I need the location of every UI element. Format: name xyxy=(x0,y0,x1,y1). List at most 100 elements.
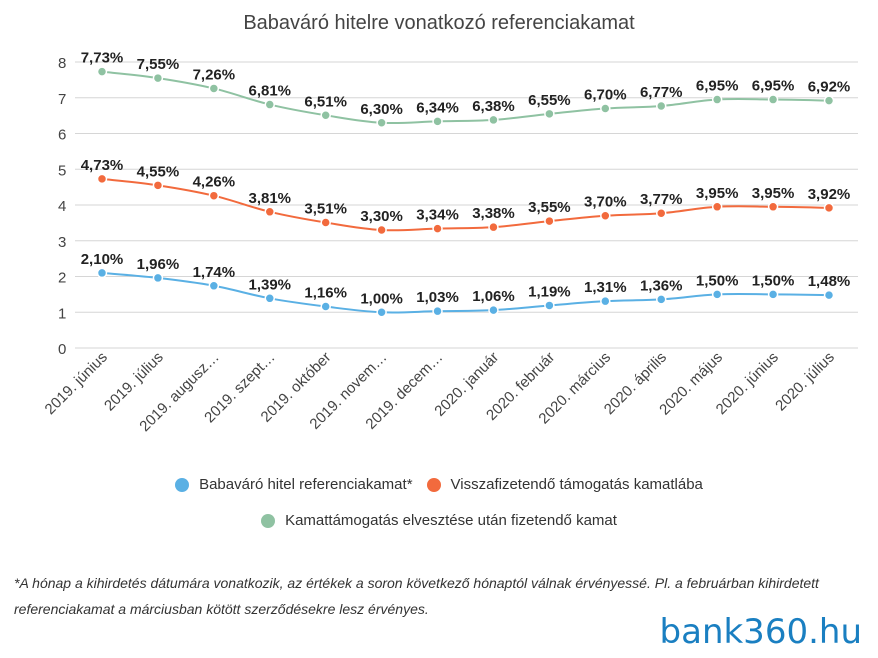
data-label: 1,74% xyxy=(193,264,236,281)
series-lines xyxy=(96,66,835,318)
data-label: 6,55% xyxy=(528,92,571,109)
data-label: 3,38% xyxy=(472,205,515,222)
data-point[interactable] xyxy=(320,217,331,228)
data-point[interactable] xyxy=(767,201,779,213)
data-point[interactable] xyxy=(152,180,164,191)
data-point[interactable] xyxy=(432,223,443,234)
data-point[interactable] xyxy=(96,173,108,185)
data-point[interactable] xyxy=(96,267,108,279)
data-label: 3,34% xyxy=(416,207,459,224)
y-tick-label: 8 xyxy=(58,55,66,72)
data-point[interactable] xyxy=(488,114,499,126)
legend-row-1: Babaváró hitel referenciakamat* Visszafi… xyxy=(0,476,878,493)
data-point[interactable] xyxy=(432,305,443,317)
data-label: 1,03% xyxy=(416,289,459,306)
data-point[interactable] xyxy=(711,94,723,105)
legend-marker-icon xyxy=(175,477,190,492)
data-point[interactable] xyxy=(600,103,611,114)
data-point[interactable] xyxy=(711,201,723,213)
data-point[interactable] xyxy=(208,190,220,201)
data-label: 1,48% xyxy=(808,273,851,290)
data-point[interactable] xyxy=(320,110,331,121)
data-point[interactable] xyxy=(600,295,611,307)
legend-row-2: Kamattámogatás elvesztése után fizetendő… xyxy=(0,512,878,529)
data-label: 1,50% xyxy=(752,272,795,289)
data-label: 1,36% xyxy=(640,277,683,294)
data-point[interactable] xyxy=(152,72,164,84)
data-label: 7,26% xyxy=(193,66,236,83)
data-point[interactable] xyxy=(767,289,779,300)
data-label: 3,92% xyxy=(808,186,851,203)
data-label: 3,95% xyxy=(752,185,795,202)
legend-item-visszafizetendo[interactable]: Visszafizetendő támogatás kamatlába xyxy=(426,476,703,493)
data-point[interactable] xyxy=(544,215,555,227)
data-label: 7,73% xyxy=(81,50,124,67)
y-tick-label: 6 xyxy=(58,127,66,144)
data-label: 6,95% xyxy=(696,78,739,95)
legend-item-kamattamogatas[interactable]: Kamattámogatás elvesztése után fizetendő… xyxy=(261,512,617,529)
data-point[interactable] xyxy=(655,294,667,305)
data-label: 1,00% xyxy=(360,290,403,307)
data-point[interactable] xyxy=(376,307,387,318)
data-label: 6,70% xyxy=(584,86,627,103)
data-label: 1,19% xyxy=(528,283,571,300)
y-tick-label: 1 xyxy=(58,305,66,322)
legend-label: Kamattámogatás elvesztése után fizetendő… xyxy=(285,512,617,529)
data-label: 6,77% xyxy=(640,84,683,101)
data-point[interactable] xyxy=(152,272,164,284)
data-label: 7,55% xyxy=(137,56,180,73)
data-point[interactable] xyxy=(432,116,443,127)
data-point[interactable] xyxy=(600,210,611,221)
data-point[interactable] xyxy=(96,66,108,77)
data-label: 3,30% xyxy=(360,208,403,225)
data-point[interactable] xyxy=(208,83,220,94)
data-point[interactable] xyxy=(376,224,387,236)
data-point[interactable] xyxy=(264,99,276,110)
data-point[interactable] xyxy=(320,301,331,312)
data-point[interactable] xyxy=(544,300,555,311)
data-label: 3,77% xyxy=(640,191,683,208)
data-point[interactable] xyxy=(711,289,723,300)
data-point[interactable] xyxy=(376,117,387,129)
data-point[interactable] xyxy=(544,108,555,120)
data-label: 1,06% xyxy=(472,288,515,305)
footnote: *A hónap a kihirdetés dátumára vonatkozi… xyxy=(14,575,819,617)
data-label: 1,50% xyxy=(696,272,739,289)
data-label: 4,26% xyxy=(193,174,236,191)
data-label: 6,81% xyxy=(248,83,291,100)
legend-label: Babaváró hitel referenciakamat* xyxy=(199,476,413,493)
y-tick-label: 0 xyxy=(58,341,66,358)
data-point[interactable] xyxy=(823,202,835,214)
y-tick-label: 2 xyxy=(58,270,66,287)
data-point[interactable] xyxy=(655,207,667,219)
data-label: 3,51% xyxy=(304,201,347,218)
grid-lines xyxy=(75,61,858,349)
x-tick-label: 2020. július xyxy=(772,349,838,415)
data-label: 3,55% xyxy=(528,199,571,216)
data-point[interactable] xyxy=(264,293,276,304)
data-label: 6,30% xyxy=(360,101,403,118)
data-label: 2,10% xyxy=(81,251,124,268)
data-label: 3,70% xyxy=(584,194,627,211)
data-label: 1,31% xyxy=(584,279,627,296)
y-tick-label: 5 xyxy=(58,162,66,179)
legend-item-babavaro[interactable]: Babaváró hitel referenciakamat* xyxy=(175,476,413,493)
data-label: 1,16% xyxy=(304,285,347,302)
y-axis-ticks: 0 1 2 3 4 5 6 7 8 xyxy=(58,55,66,358)
data-point[interactable] xyxy=(208,280,220,292)
data-point[interactable] xyxy=(488,304,499,316)
data-point[interactable] xyxy=(264,206,276,218)
data-point[interactable] xyxy=(823,289,835,301)
data-label: 3,81% xyxy=(248,190,291,207)
legend-marker-icon xyxy=(426,477,441,492)
data-point[interactable] xyxy=(488,221,499,233)
data-point[interactable] xyxy=(655,100,667,112)
bank360-logo[interactable]: bank360.hu xyxy=(659,612,862,652)
data-label: 6,92% xyxy=(808,79,851,96)
data-label: 1,39% xyxy=(248,276,291,293)
data-point[interactable] xyxy=(823,95,835,106)
data-label: 6,34% xyxy=(416,99,459,116)
data-point[interactable] xyxy=(767,94,779,105)
